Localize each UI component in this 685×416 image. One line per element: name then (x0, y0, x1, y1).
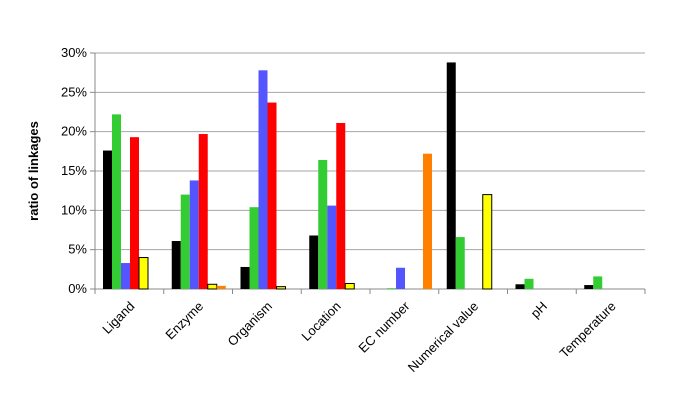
y-tick-label: 20% (61, 124, 87, 139)
y-tick-label: 30% (61, 45, 87, 60)
bar (593, 276, 603, 289)
bar (240, 266, 250, 289)
bar (189, 180, 199, 289)
x-tick-label: Temperature (557, 299, 619, 361)
bar (258, 70, 268, 289)
bar (584, 285, 594, 289)
x-tick-label: Ligand (99, 299, 137, 337)
bar (446, 62, 456, 289)
y-tick-label: 25% (61, 84, 87, 99)
bar (103, 150, 112, 289)
bar (423, 153, 432, 289)
bar (249, 207, 259, 289)
bar (387, 288, 396, 289)
bar (112, 114, 121, 289)
bar (171, 241, 181, 289)
bar (276, 286, 286, 290)
x-tick-label: pH (528, 299, 550, 321)
bar (524, 278, 534, 289)
x-tick-label: Location (298, 299, 343, 344)
x-tick-label: Numerical value (405, 299, 482, 376)
y-tick-label: 10% (61, 202, 87, 217)
x-tick-label: Enzyme (162, 299, 206, 343)
x-tick-label: Organism (225, 299, 275, 349)
bar (180, 194, 190, 289)
bar (198, 134, 208, 289)
bar (130, 137, 139, 289)
bar (207, 283, 218, 290)
bar (138, 257, 149, 290)
bar (309, 235, 319, 289)
x-tick-label: EC number (355, 298, 413, 356)
bar (396, 267, 405, 289)
bar (327, 205, 337, 289)
y-tick-label: 15% (61, 163, 87, 178)
y-axis-label: ratio of linkages (26, 121, 41, 221)
bar (267, 102, 277, 289)
bar (318, 159, 328, 289)
bar (216, 285, 226, 289)
bar (121, 263, 130, 289)
bar (344, 282, 355, 290)
y-tick-label: 5% (68, 242, 87, 257)
bar (336, 123, 346, 289)
bar (482, 194, 493, 290)
bar (455, 237, 465, 289)
bar (515, 284, 525, 289)
y-tick-label: 0% (68, 281, 87, 296)
